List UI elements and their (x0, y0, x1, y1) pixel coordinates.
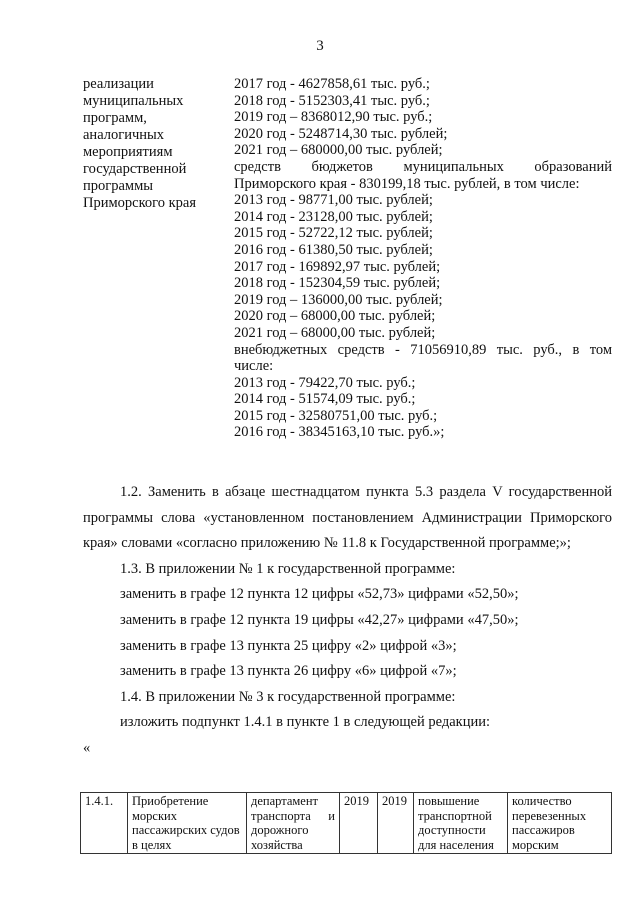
paragraph-1-3-d: заменить в графе 13 пункта 26 цифру «6» … (120, 663, 457, 680)
funding-line: Приморского края - 830199,18 тыс. рублей… (234, 175, 580, 192)
funding-line: числе: (234, 358, 274, 375)
document-body: 1.2. Заменить в абзаце шестнадцатом пунк… (83, 480, 612, 762)
table-cell: 1.4.1. (80, 792, 128, 854)
funding-line: средств бюджетов муниципальных образован… (234, 158, 612, 175)
funding-line: 2013 год - 79422,70 тыс. руб.; (234, 374, 416, 391)
funding-line: 2016 год - 38345163,10 тыс. руб.»; (234, 424, 445, 441)
paragraph-1-3-c: заменить в графе 13 пункта 25 цифру «2» … (120, 637, 457, 654)
funding-line: внебюджетных средств - 71056910,89 тыс. … (234, 341, 612, 358)
funding-line: 2020 год - 5248714,30 тыс. рублей; (234, 125, 448, 142)
table-cell: 2019 (339, 792, 378, 854)
paragraph-1-3: 1.3. В приложении № 1 к государственной … (120, 560, 456, 577)
left-column-line: реализации (83, 76, 154, 92)
subitem-table: 1.4.1. Приобретение морских пассажирских… (80, 792, 612, 854)
funding-line: 2020 год – 68000,00 тыс. рублей; (234, 308, 436, 325)
page-number: 3 (316, 38, 324, 54)
funding-line: 2018 год - 152304,59 тыс. рублей; (234, 275, 441, 292)
table-cell: департамент транспорта и дорожного хозяй… (246, 792, 340, 854)
funding-line: 2017 год - 169892,97 тыс. рублей; (234, 258, 441, 275)
funding-line: 2015 год - 32580751,00 тыс. руб.; (234, 407, 438, 424)
funding-line: 2021 год – 680000,00 тыс. рублей; (234, 142, 443, 159)
funding-line: 2014 год - 23128,00 тыс. рублей; (234, 208, 433, 225)
left-column-line: программ, (83, 110, 147, 126)
left-column-line: мероприятиям (83, 144, 173, 160)
opening-quote: « (83, 739, 91, 756)
paragraph-1-2: 1.2. Заменить в абзаце шестнадцатом пунк… (83, 484, 612, 552)
funding-line: 2016 год - 61380,50 тыс. рублей; (234, 241, 433, 258)
paragraph-1-3-b: заменить в графе 12 пункта 19 цифры «42,… (120, 611, 519, 628)
paragraph-1-4-a: изложить подпункт 1.4.1 в пункте 1 в сле… (120, 714, 491, 731)
funding-line: 2019 год – 8368012,90 тыс. руб.; (234, 109, 433, 126)
left-column-line: государственной (83, 161, 187, 177)
table-cell: Приобретение морских пассажирских судов … (127, 792, 247, 854)
funding-line: 2015 год - 52722,12 тыс. рублей; (234, 225, 433, 242)
table-row: 1.4.1. Приобретение морских пассажирских… (80, 792, 612, 854)
funding-line: 2017 год - 4627858,61 тыс. руб.; (234, 76, 430, 92)
left-column-line: Приморского края (83, 195, 197, 211)
funding-line: 2021 год – 68000,00 тыс. рублей; (234, 324, 436, 341)
funding-line: 2013 год - 98771,00 тыс. рублей; (234, 192, 433, 209)
table-cell: повышение транспортной доступности для н… (413, 792, 508, 854)
left-column: реализации муниципальных программ, аналогич… (83, 76, 233, 212)
funding-line: 2019 год – 136000,00 тыс. рублей; (234, 291, 443, 308)
table-cell: 2019 (377, 792, 414, 854)
paragraph-1-4: 1.4. В приложении № 3 к государственной … (120, 688, 456, 705)
left-column-line: аналогичных (83, 127, 164, 143)
right-column: 2017 год - 4627858,61 тыс. руб.; 2018 год… (234, 76, 612, 441)
left-column-line: программы (83, 178, 153, 194)
table-cell: количество перевезенных пассажиров морск… (507, 792, 612, 854)
funding-line: 2014 год - 51574,09 тыс. руб.; (234, 391, 416, 408)
left-column-line: муниципальных (83, 93, 184, 109)
paragraph-1-3-a: заменить в графе 12 пункта 12 цифры «52,… (120, 586, 519, 603)
funding-line: 2018 год - 5152303,41 тыс. руб.; (234, 92, 430, 109)
